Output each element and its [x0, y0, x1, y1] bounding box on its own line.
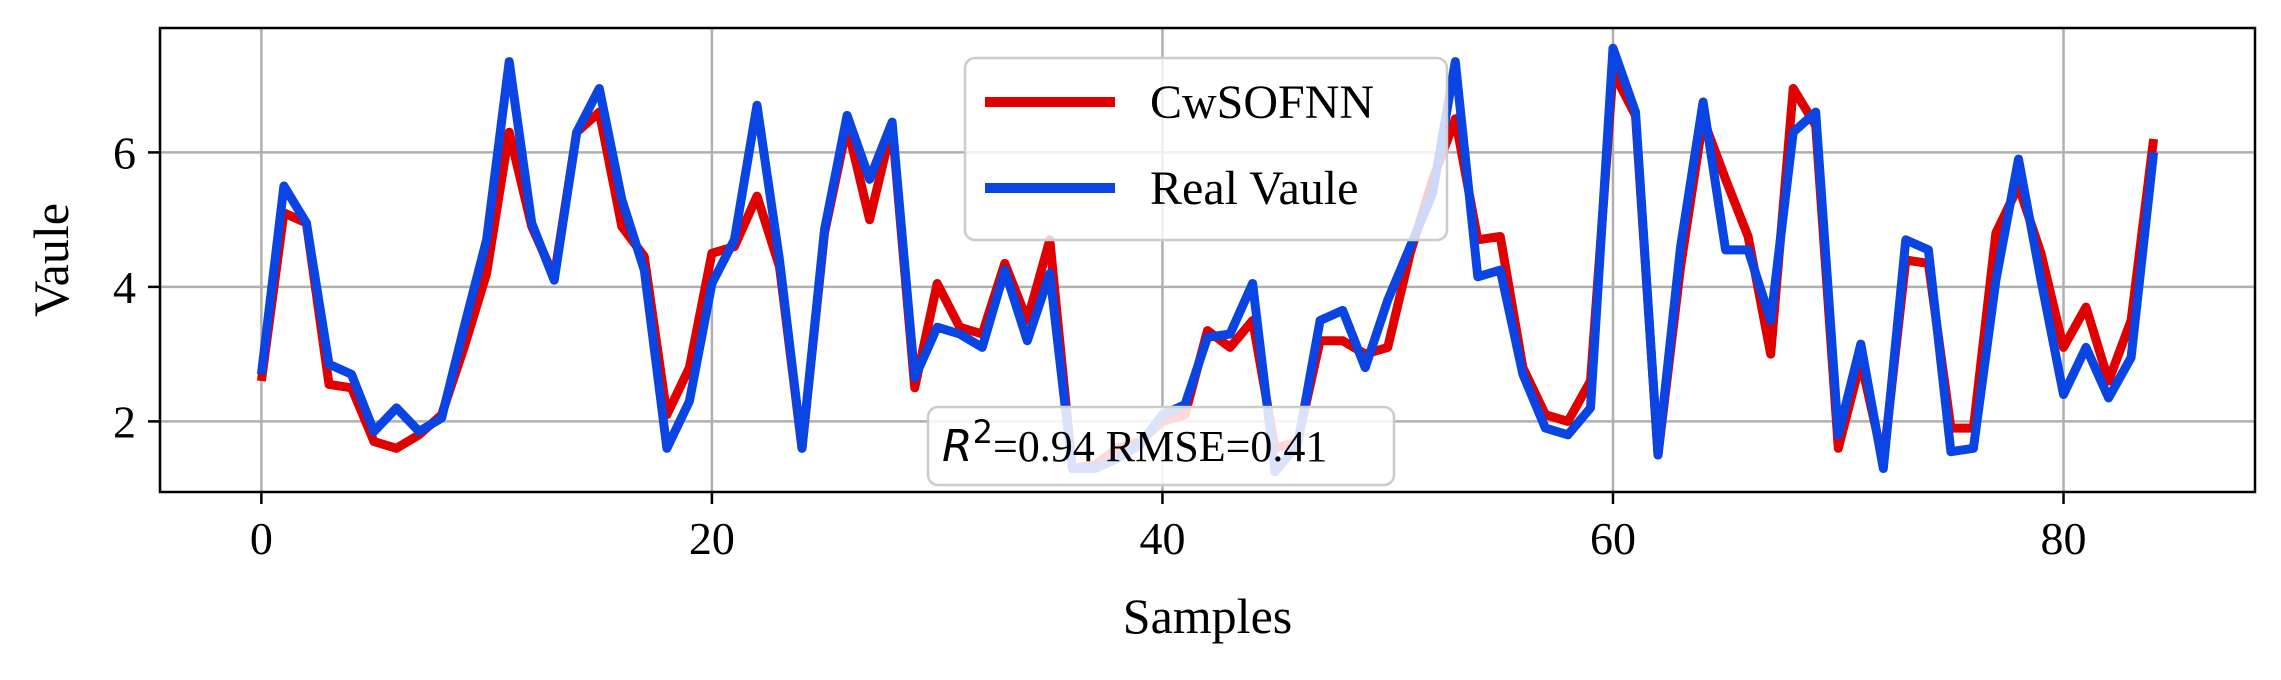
r-symbol: R	[942, 421, 973, 472]
legend-label-cwsofnn: CwSOFNN	[1150, 76, 1374, 129]
y-tick-label: 4	[113, 262, 136, 313]
metrics-text: R2=0.94 RMSE=0.41	[942, 413, 1327, 472]
legend: CwSOFNN Real Vaule	[963, 56, 1449, 242]
x-axis-label: Samples	[1123, 588, 1292, 644]
y-tick-label: 2	[113, 396, 136, 447]
x-tick-label: 0	[250, 513, 273, 564]
series-lines	[256, 43, 2159, 477]
metrics-values: =0.94 RMSE=0.41	[993, 422, 1327, 471]
axis-ticks: 0 20 40 60 80 2 4 6	[113, 127, 2087, 564]
annotation-box	[926, 405, 1396, 487]
x-tick-label: 20	[689, 513, 735, 564]
metrics-annotation: R2=0.94 RMSE=0.41	[926, 405, 1396, 487]
y-tick-label: 6	[113, 127, 136, 178]
x-tick-label: 40	[1139, 513, 1185, 564]
y-axis-label: Vaule	[23, 203, 79, 317]
plot-area-frame	[158, 26, 2257, 494]
x-tick-label: 80	[2041, 513, 2087, 564]
r-superscript: 2	[973, 413, 993, 451]
legend-label-real-vaule: Real Vaule	[1150, 162, 1358, 215]
x-tick-label: 60	[1590, 513, 1636, 564]
series-line-real-vaule	[256, 43, 2159, 477]
